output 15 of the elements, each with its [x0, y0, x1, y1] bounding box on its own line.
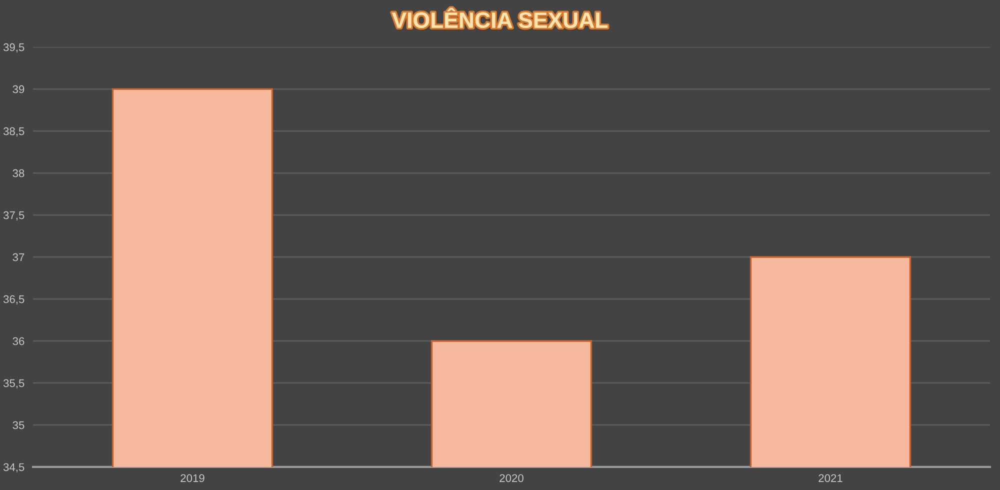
x-tick-label: 2019 [180, 474, 204, 482]
chart-title: VIOLÊNCIA SEXUAL [392, 8, 608, 28]
y-tick-label: 34,5 [3, 463, 24, 472]
y-tick-label: 38,5 [3, 127, 24, 136]
y-tick-label: 35,5 [3, 379, 24, 388]
y-tick-label: 38 [12, 169, 24, 178]
y-tick-label: 35 [12, 421, 24, 430]
y-tick-label: 39,5 [3, 43, 24, 52]
y-tick-label: 36 [12, 337, 24, 346]
y-tick-label: 39 [12, 85, 24, 94]
y-tick-label: 37,5 [3, 211, 24, 220]
x-tick-label: 2021 [818, 474, 842, 482]
x-tick-label: 2020 [500, 474, 524, 482]
y-tick-label: 36,5 [3, 295, 24, 304]
y-tick-label: 37 [12, 253, 24, 262]
